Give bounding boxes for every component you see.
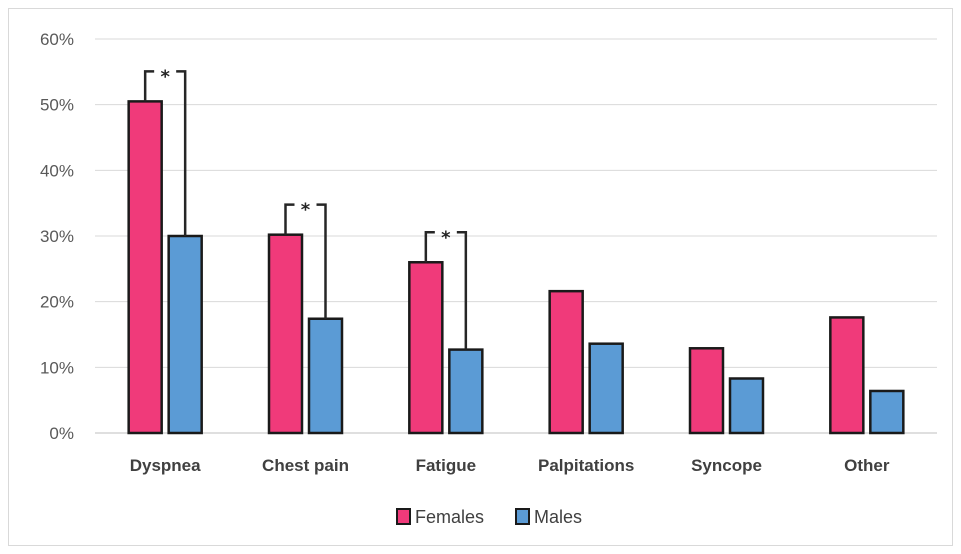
x-axis-categories: Dyspnea Chest pain Fatigue Palpitations Sync… bbox=[130, 456, 890, 475]
y-tick-label: 60% bbox=[40, 30, 74, 49]
significance-bracket bbox=[424, 231, 468, 350]
bar-males-palpitations bbox=[588, 342, 624, 435]
bar-males-dyspnea bbox=[167, 234, 203, 435]
y-tick-label: 40% bbox=[40, 161, 74, 180]
y-tick-label: 20% bbox=[40, 293, 74, 312]
bar-males-syncope bbox=[728, 377, 765, 435]
bar-females-other bbox=[829, 316, 865, 435]
y-tick-label: 10% bbox=[40, 358, 74, 377]
y-tick-label: 50% bbox=[40, 96, 74, 115]
significance-marker: * bbox=[301, 200, 311, 221]
bar-females-chest-pain bbox=[267, 233, 304, 435]
y-axis-ticks: 0% 10% 20% 30% 40% 50% 60% bbox=[40, 30, 74, 443]
y-tick-label: 30% bbox=[40, 227, 74, 246]
bar-males-other bbox=[869, 389, 905, 435]
significance-brackets: * * * bbox=[143, 66, 468, 350]
significance-marker: * bbox=[441, 227, 451, 248]
legend: Females Males bbox=[396, 507, 582, 527]
y-tick-label: 0% bbox=[49, 424, 74, 443]
legend-label-males: Males bbox=[534, 507, 582, 527]
bar-males-fatigue bbox=[448, 348, 484, 435]
legend-swatch-males bbox=[515, 508, 530, 525]
grid-lines bbox=[95, 38, 937, 434]
category-label: Dyspnea bbox=[130, 456, 201, 475]
category-label: Syncope bbox=[691, 456, 762, 475]
significance-bracket bbox=[284, 203, 327, 319]
chart-frame bbox=[8, 8, 953, 546]
bar-females-palpitations bbox=[548, 289, 584, 435]
category-label: Chest pain bbox=[262, 456, 349, 475]
significance-marker: * bbox=[160, 66, 170, 87]
bar-males-chest-pain bbox=[307, 317, 344, 435]
bars bbox=[127, 100, 905, 435]
category-label: Palpitations bbox=[538, 456, 634, 475]
bar-females-dyspnea bbox=[127, 100, 163, 435]
bar-females-fatigue bbox=[408, 261, 444, 435]
category-label: Fatigue bbox=[416, 456, 476, 475]
legend-swatch-females bbox=[396, 508, 411, 525]
bar-females-syncope bbox=[688, 347, 725, 435]
category-label: Other bbox=[844, 456, 890, 475]
legend-label-females: Females bbox=[415, 507, 484, 527]
significance-bracket bbox=[143, 70, 187, 236]
